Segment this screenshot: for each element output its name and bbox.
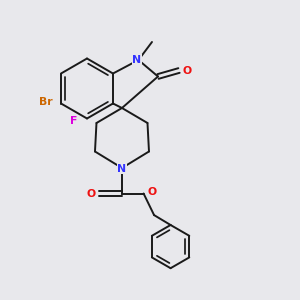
Text: F: F xyxy=(70,116,77,126)
Text: O: O xyxy=(183,65,192,76)
Text: N: N xyxy=(117,164,127,174)
Text: Br: Br xyxy=(39,97,52,107)
Text: N: N xyxy=(132,55,142,65)
Text: O: O xyxy=(147,187,157,197)
Text: O: O xyxy=(86,188,96,199)
